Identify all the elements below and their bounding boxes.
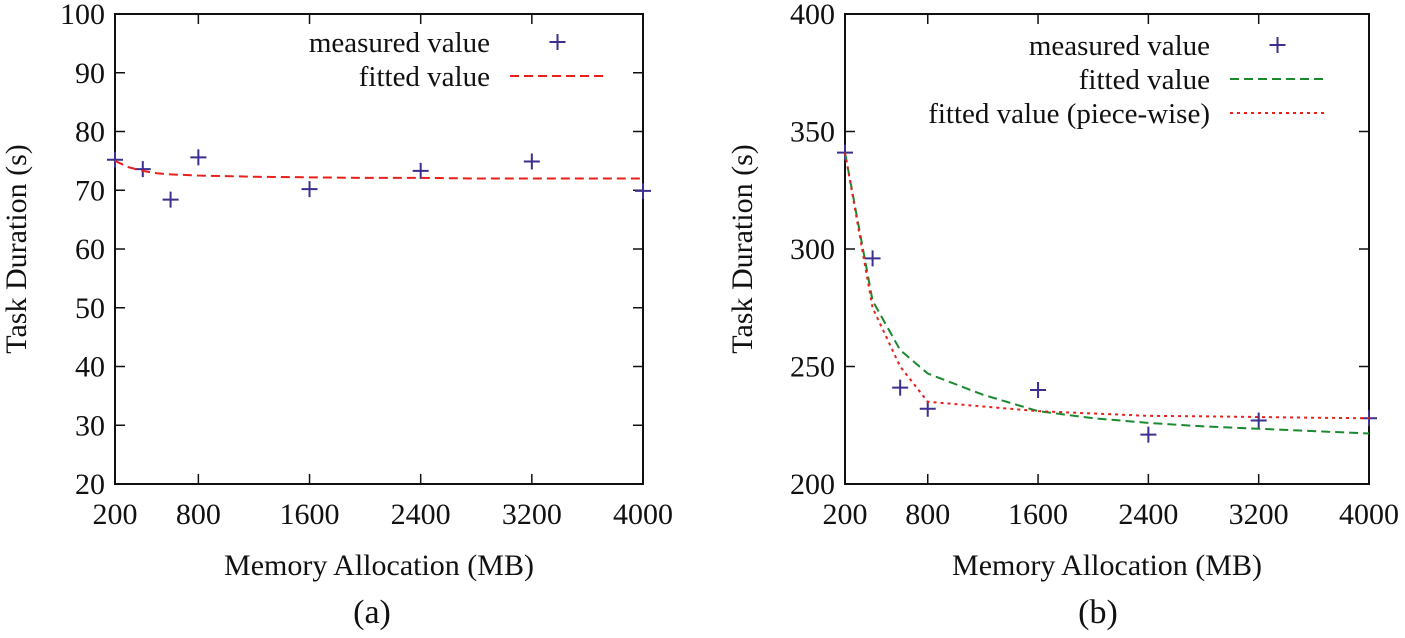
chart-a-measured-point [523,153,540,170]
chart-a-y-tick-label: 70 [75,174,105,207]
chart-a-y-tick-label: 20 [75,468,105,501]
chart-a-x-tick-label: 4000 [613,498,673,531]
chart-b-fitted-line-1 [844,152,1370,435]
chart-b-measured-point [1140,426,1157,443]
chart-b-measured-point [892,379,909,396]
chart-a-x-tick-label: 3200 [502,498,562,531]
chart-b-series [837,144,1377,443]
chart-a-x-tick-label: 200 [93,498,138,531]
chart-b-x-tick-label: 800 [905,498,950,531]
chart-b-y-tick-label: 350 [790,116,835,149]
chart-a-x-ticks: 200 800 1600 2400 3200 4000 [93,14,673,531]
chart-b-legend-label: measured value [1029,30,1210,62]
chart-b-y-tick-label: 250 [790,351,835,384]
chart-a-measured-point [301,181,318,198]
chart-a-measured-point [190,149,207,166]
chart-b-x-tick-label: 4000 [1339,498,1399,531]
chart-b-fitted-line-2 [844,152,1370,420]
chart-b: 200 250 300 350 400 200 800 1600 2400 3200 4000 m… [726,0,1399,631]
chart-a-measured-point [107,151,123,168]
chart-a-y-tick-label: 80 [75,116,105,149]
chart-a-x-tick-label: 1600 [280,498,340,531]
chart-a-y-tick-label: 30 [75,409,105,442]
chart-a-y-tick-label: 60 [75,233,105,266]
chart-b-y-tick-label: 300 [790,233,835,266]
chart-a-series [107,149,651,208]
chart-a-measured-point [635,182,651,199]
chart-b-legend-label: fitted value (piece-wise) [928,98,1210,130]
chart-a: 20 30 40 50 60 70 80 90 100 200 800 1600 2400 3200 40… [0,0,673,631]
chart-b-caption: (b) [1078,594,1118,631]
chart-b-measured-point [1030,382,1047,398]
chart-b-y-tick-label: 200 [790,468,835,501]
chart-b-y-ticks: 200 250 300 350 400 [790,0,1369,501]
chart-b-x-axis-title: Memory Allocation (MB) [952,549,1262,582]
chart-b-y-axis-title: Task Duration (s) [726,144,759,354]
chart-a-x-tick-label: 800 [176,498,221,531]
chart-a-y-axis-title: Task Duration (s) [0,144,33,354]
chart-a-measured-point [134,161,151,178]
chart-a-y-tick-label: 50 [75,292,105,325]
chart-b-x-tick-label: 2400 [1118,498,1178,531]
chart-a-y-tick-label: 90 [75,57,105,90]
chart-b-x-tick-label: 3200 [1229,498,1289,531]
chart-b-legend-label: fitted value [1079,64,1210,96]
chart-a-legend-marker [549,34,566,50]
chart-a-measured-point [162,191,179,208]
chart-b-measured-point [864,250,881,267]
chart-b-x-tick-label: 200 [823,498,868,531]
chart-b-x-ticks: 200 800 1600 2400 3200 4000 [823,14,1399,531]
chart-a-fitted-line-1 [114,159,643,180]
chart-b-y-tick-label: 400 [790,0,835,31]
chart-b-x-tick-label: 1600 [1008,498,1068,531]
chart-b-legend-marker [1269,37,1286,53]
chart-b-measured-point [1250,412,1267,429]
chart-a-x-tick-label: 2400 [391,498,451,531]
chart-a-x-axis-title: Memory Allocation (MB) [224,549,534,582]
chart-a-legend-label: measured value [309,27,490,59]
chart-a-y-tick-label: 100 [60,0,105,31]
chart-b-measured-point [919,400,936,417]
chart-a-legend-label: fitted value [359,61,490,93]
chart-a-y-ticks: 20 30 40 50 60 70 80 90 100 [60,0,643,501]
chart-a-y-tick-label: 40 [75,351,105,384]
chart-a-measured-point [412,162,429,179]
chart-a-caption: (a) [353,594,391,631]
